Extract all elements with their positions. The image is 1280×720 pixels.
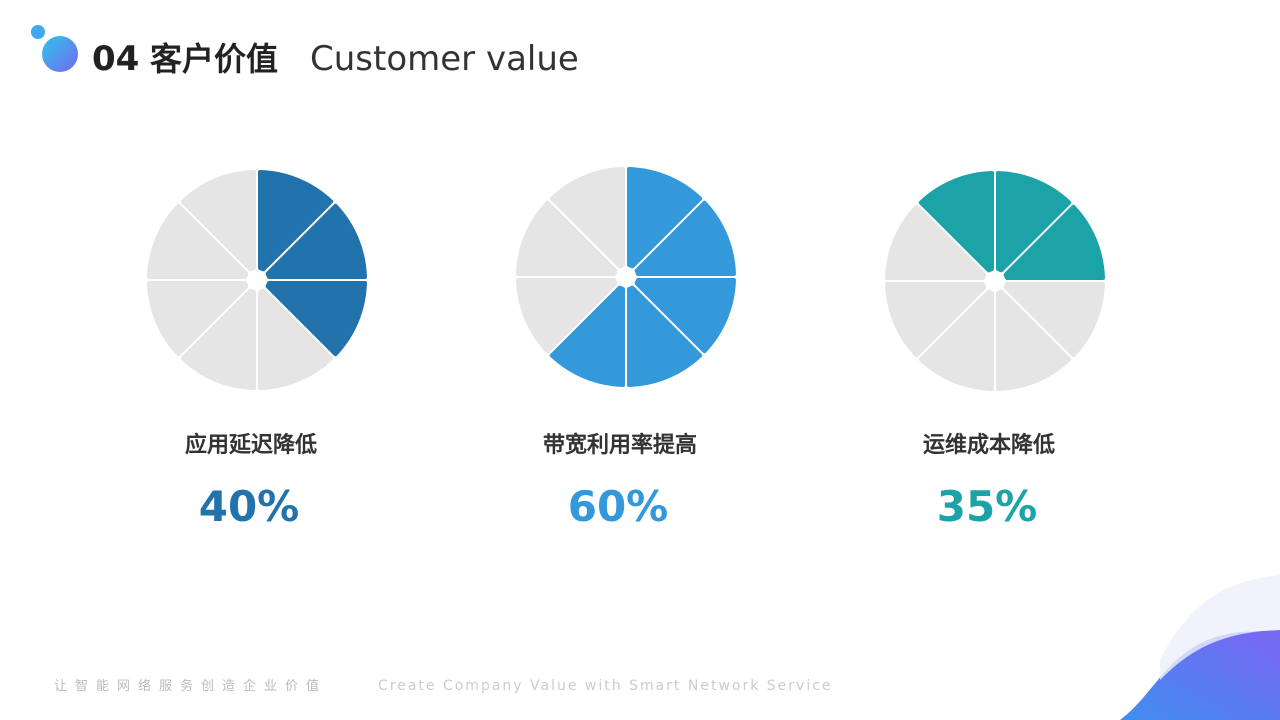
corner-wave-light: [1160, 575, 1280, 680]
pie-track-segment: [996, 289, 1072, 391]
value-label: 60%: [568, 482, 669, 531]
pie-segment: [627, 285, 703, 387]
chart-title: 带宽利用率提高: [543, 432, 697, 458]
footer-en: Create Company Value with Smart Network …: [378, 678, 833, 694]
pie-track-segment: [180, 170, 256, 272]
pie-track-segment: [918, 289, 994, 391]
value-label: 35%: [937, 482, 1038, 531]
pie-segment: [265, 203, 367, 279]
pie-track-segment: [516, 278, 618, 354]
value-label: 40%: [199, 482, 300, 531]
pie-track-segment: [549, 167, 625, 269]
pie-track-segment: [516, 200, 618, 276]
chart-title: 应用延迟降低: [185, 432, 317, 458]
pie-segment: [627, 167, 703, 269]
corner-wave: [1120, 630, 1280, 720]
header-title: 客户价值: [150, 40, 278, 78]
pie-segment: [918, 171, 994, 273]
pie-track-segment: [258, 288, 334, 390]
pie-track-segment: [147, 203, 249, 279]
pie-segment: [996, 171, 1072, 273]
pie-segment: [1003, 204, 1105, 280]
header-subtitle: Customer value: [310, 39, 579, 79]
pie-segment: [258, 170, 334, 272]
pie-track-segment: [1003, 282, 1105, 358]
chart-title: 运维成本降低: [923, 432, 1055, 458]
logo-dot: [31, 25, 45, 39]
header-number: 04: [92, 39, 139, 79]
pie-segment: [265, 281, 367, 357]
pie-segment: [634, 200, 736, 276]
pie-track-segment: [180, 288, 256, 390]
pie-segment: [549, 285, 625, 387]
logo-circle: [42, 36, 78, 72]
pie-track-segment: [147, 281, 249, 357]
pie-track-segment: [885, 282, 987, 358]
pie-track-segment: [885, 204, 987, 280]
footer-cn: 让智能网络服务创造企业价值: [54, 678, 327, 694]
pie-segment: [634, 278, 736, 354]
